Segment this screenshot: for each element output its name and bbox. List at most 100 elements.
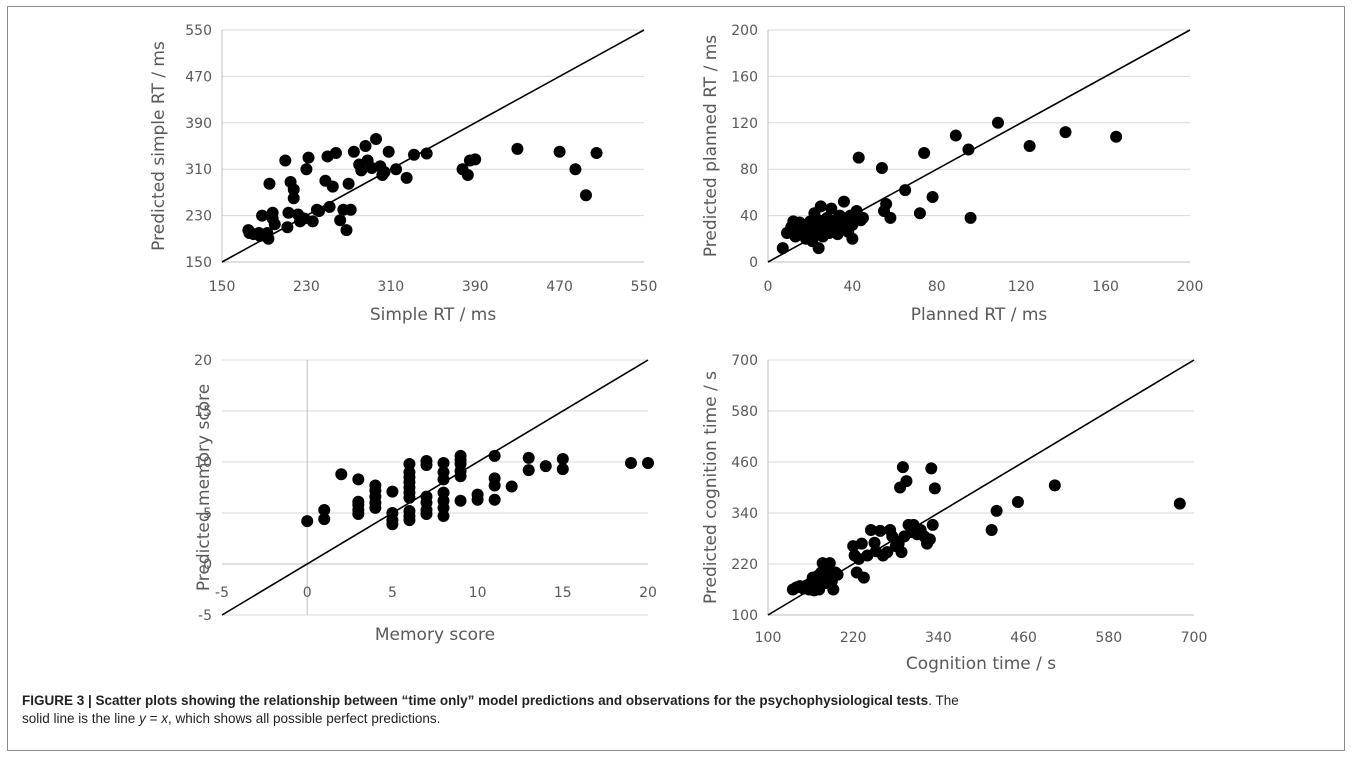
x-tick-label: 390 (462, 279, 489, 295)
data-point (855, 537, 868, 550)
y-tick-label: 700 (731, 353, 758, 369)
y-tick-label: 550 (185, 23, 212, 39)
data-point (590, 146, 603, 159)
data-point (949, 129, 962, 142)
data-point (962, 143, 975, 156)
data-point (831, 568, 844, 581)
data-point (287, 183, 300, 196)
y-axis-title: Predicted planned RT / ms (701, 35, 721, 257)
data-point (301, 515, 314, 528)
reference-line (221, 29, 645, 263)
data-point (302, 151, 315, 164)
data-point (287, 192, 300, 205)
x-tick-label: 340 (925, 630, 952, 646)
x-tick-label: 310 (377, 279, 404, 295)
data-point (925, 462, 938, 475)
data-point (344, 203, 357, 216)
data-point (624, 457, 637, 470)
x-tick-label: 460 (1010, 630, 1037, 646)
data-point (1059, 126, 1072, 139)
data-point (991, 116, 1004, 129)
data-point (823, 557, 836, 570)
y-tick-label: -5 (198, 608, 212, 624)
data-point (382, 145, 395, 158)
data-point (505, 480, 518, 493)
x-tick-label: 100 (755, 630, 782, 646)
data-point (326, 180, 339, 193)
data-point (437, 486, 450, 499)
data-point (323, 200, 336, 213)
data-point (471, 488, 484, 501)
data-point (369, 479, 382, 492)
chart-4: 100 220 340 460 580 700 100 220 340 460 580 700 Cogn… (701, 353, 1207, 674)
data-point (985, 524, 998, 536)
x-tick-label: 220 (840, 630, 867, 646)
data-point (403, 458, 416, 471)
data-point (918, 146, 931, 159)
y-tick-label: 20 (194, 353, 212, 369)
data-point (335, 468, 348, 481)
data-point (856, 211, 869, 224)
y-tick-label: 150 (185, 255, 212, 271)
data-point (318, 513, 331, 526)
data-point (556, 452, 569, 465)
data-point (874, 524, 887, 537)
caption-eq-x: x (161, 711, 168, 726)
data-point (340, 224, 353, 237)
y-tick-label: 230 (185, 209, 212, 225)
y-tick-label: 310 (185, 162, 212, 178)
data-point (347, 145, 360, 158)
data-point (355, 164, 368, 177)
data-point (1011, 495, 1024, 508)
data-point (896, 461, 909, 474)
data-point (1048, 479, 1061, 492)
caption-line2-post: , which shows all possible perfect predi… (167, 711, 441, 726)
data-point (469, 153, 482, 166)
data-point (488, 493, 501, 506)
data-point (342, 177, 355, 190)
data-point (837, 195, 850, 208)
data-point (642, 457, 654, 470)
y-axis-title: Predicted memory score (194, 384, 214, 591)
data-point (852, 151, 865, 164)
data-point (454, 494, 467, 507)
data-point (408, 148, 421, 161)
data-point (1110, 130, 1123, 143)
y-tick-label: 80 (740, 162, 758, 178)
y-tick-label: 460 (731, 455, 758, 471)
x-tick-label: 40 (843, 279, 861, 295)
data-point (881, 546, 894, 559)
data-point (913, 207, 926, 220)
x-axis-title: Simple RT / ms (370, 305, 497, 325)
data-point (488, 449, 501, 462)
x-tick-label: 470 (546, 279, 573, 295)
data-point (437, 457, 450, 470)
data-point (1023, 140, 1036, 152)
data-point (281, 221, 294, 234)
x-tick-label: 150 (209, 279, 236, 295)
data-point (461, 169, 474, 181)
data-point (926, 518, 939, 531)
x-tick-label: 20 (639, 585, 657, 601)
y-tick-label: 470 (185, 69, 212, 85)
x-tick-label: 5 (388, 585, 397, 601)
x-tick-label: 80 (928, 279, 946, 295)
x-tick-label: -5 (215, 585, 229, 601)
y-tick-label: 220 (731, 557, 758, 573)
data-point (884, 211, 897, 224)
caption-eq-y: y (139, 711, 146, 726)
y-tick-label: 200 (731, 23, 758, 39)
y-tick-label: 390 (185, 116, 212, 132)
y-tick-label: 10 (194, 455, 212, 471)
data-point (522, 464, 535, 477)
data-point (437, 466, 450, 479)
data-point (522, 451, 535, 464)
data-point (359, 140, 372, 152)
data-point (352, 495, 365, 508)
y-tick-label: 40 (740, 209, 758, 225)
data-point (900, 475, 913, 488)
x-tick-label: 700 (1181, 630, 1208, 646)
x-tick-label: 10 (469, 585, 487, 601)
figure-frame (7, 6, 1345, 751)
